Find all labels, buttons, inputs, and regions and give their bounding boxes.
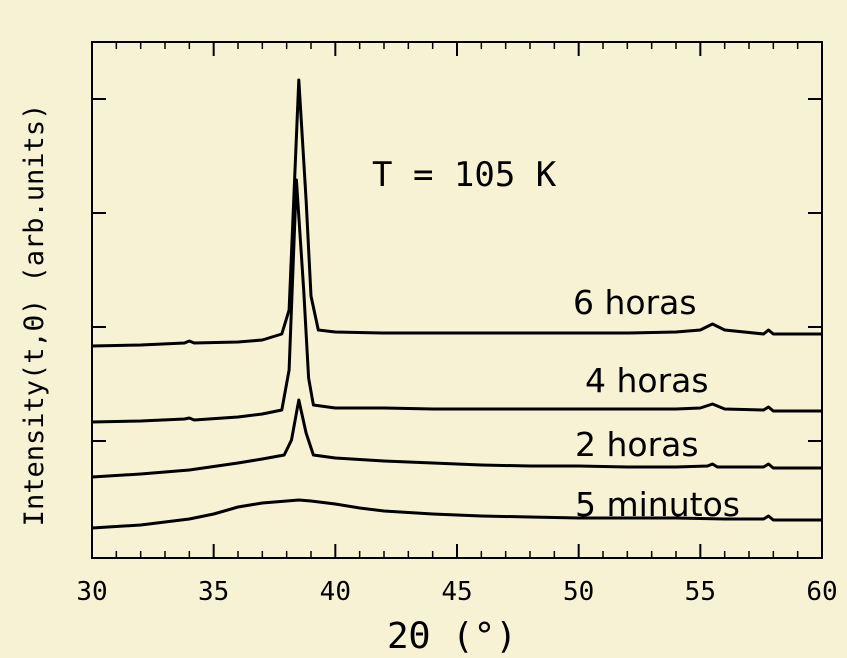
series-label-4: 6 horas	[573, 283, 697, 322]
temperature-annotation: T = 105 K	[372, 155, 557, 195]
tick-marks	[91, 42, 823, 558]
series-line-4	[91, 78, 822, 348]
x-tick-label: 60	[806, 577, 837, 607]
plot-frame	[91, 41, 823, 559]
x-tick-label: 45	[441, 577, 472, 607]
x-tick-label: 40	[320, 577, 351, 607]
y-axis-label: Intensity(t,Θ) (arb.units)	[19, 104, 50, 527]
x-tick-label: 35	[198, 577, 229, 607]
series-line-3	[91, 178, 822, 424]
series-lines	[91, 78, 822, 530]
series-labels: 5 minutos 2 horas 4 horas 6 horas	[573, 283, 740, 524]
series-label-3: 4 horas	[585, 361, 709, 400]
series-label-2: 2 horas	[575, 425, 699, 464]
x-tick-labels: 30 35 40 45 50 55 60	[76, 577, 837, 607]
series-label-1: 5 minutos	[575, 485, 740, 524]
series-line-2	[91, 398, 822, 479]
series-line-1	[91, 498, 822, 530]
x-tick-label: 55	[685, 577, 716, 607]
x-tick-label: 30	[76, 577, 107, 607]
x-axis-label: 2Θ (°)	[387, 616, 517, 657]
x-tick-label: 50	[563, 577, 594, 607]
